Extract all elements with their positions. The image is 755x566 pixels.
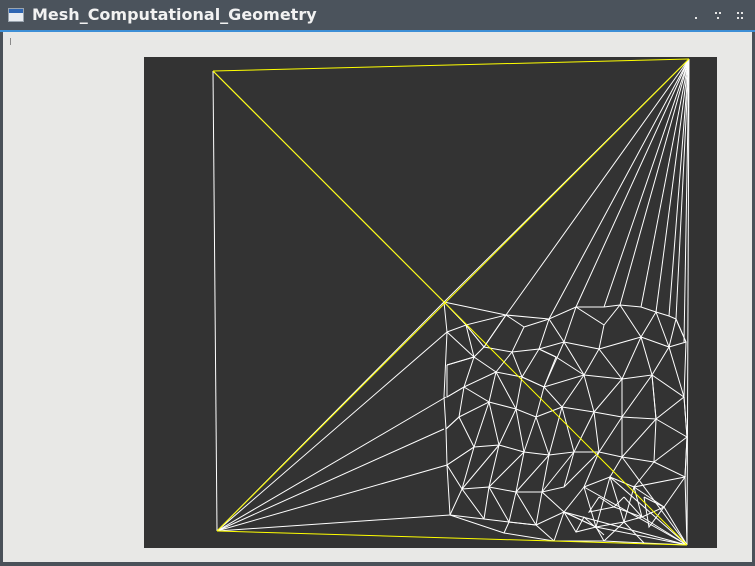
mesh-rendering [212,58,690,546]
window-titlebar[interactable]: Mesh_Computational_Geometry [0,0,755,30]
text-cursor [10,38,11,45]
app-window-icon [8,8,24,22]
window-client-area [3,32,752,562]
close-icon[interactable] [733,8,747,22]
mesh-edges [212,58,690,546]
maximize-icon[interactable] [711,8,725,22]
highlight-edges [212,58,690,546]
window-title: Mesh_Computational_Geometry [32,5,317,24]
titlebar-accent-line [0,30,755,32]
minimize-icon[interactable] [689,8,703,22]
mesh-canvas[interactable] [144,57,717,548]
